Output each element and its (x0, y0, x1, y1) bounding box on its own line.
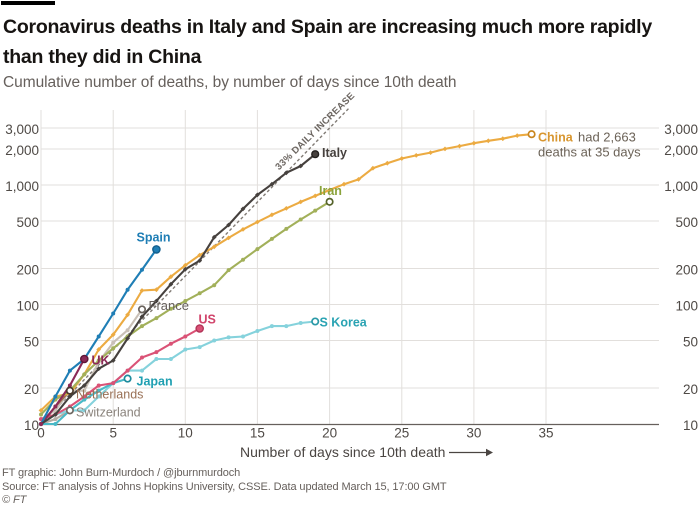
svg-text:3,000: 3,000 (664, 122, 698, 137)
svg-text:200: 200 (16, 263, 39, 278)
svg-text:deaths at 35 days: deaths at 35 days (538, 145, 641, 160)
svg-text:15: 15 (250, 426, 265, 441)
svg-text:Switzerland: Switzerland (76, 406, 141, 420)
svg-text:3,000: 3,000 (5, 122, 39, 137)
svg-text:had 2,663: had 2,663 (578, 130, 636, 145)
svg-text:50: 50 (683, 335, 698, 350)
svg-text:20: 20 (683, 382, 698, 397)
svg-text:33% DAILY INCREASE: 33% DAILY INCREASE (273, 90, 357, 172)
svg-text:France: France (149, 298, 189, 313)
svg-text:500: 500 (16, 215, 39, 230)
svg-text:500: 500 (675, 215, 698, 230)
svg-text:1,000: 1,000 (664, 179, 698, 194)
svg-text:Spain: Spain (137, 231, 171, 245)
svg-text:0: 0 (37, 426, 45, 441)
svg-text:10: 10 (683, 418, 698, 433)
svg-text:S Korea: S Korea (320, 316, 368, 330)
svg-text:US: US (199, 313, 216, 327)
svg-text:100: 100 (675, 299, 698, 314)
svg-text:25: 25 (394, 426, 409, 441)
svg-text:Japan: Japan (137, 375, 173, 389)
svg-text:35: 35 (538, 426, 553, 441)
svg-text:100: 100 (16, 299, 39, 314)
svg-text:2,000: 2,000 (664, 143, 698, 158)
svg-text:5: 5 (109, 426, 117, 441)
svg-text:10: 10 (178, 426, 193, 441)
svg-text:UK: UK (92, 354, 110, 368)
svg-text:Netherlands: Netherlands (76, 388, 143, 402)
svg-text:Iran: Iran (319, 184, 342, 198)
svg-text:200: 200 (675, 263, 698, 278)
svg-text:Italy: Italy (322, 146, 347, 160)
svg-text:Number of days since 10th deat: Number of days since 10th death (240, 444, 445, 460)
svg-text:30: 30 (466, 426, 481, 441)
svg-text:50: 50 (24, 335, 39, 350)
svg-text:10: 10 (24, 418, 39, 433)
svg-text:20: 20 (322, 426, 337, 441)
svg-text:1,000: 1,000 (5, 179, 39, 194)
svg-text:20: 20 (24, 382, 39, 397)
svg-text:China: China (538, 131, 574, 145)
svg-text:2,000: 2,000 (5, 143, 39, 158)
